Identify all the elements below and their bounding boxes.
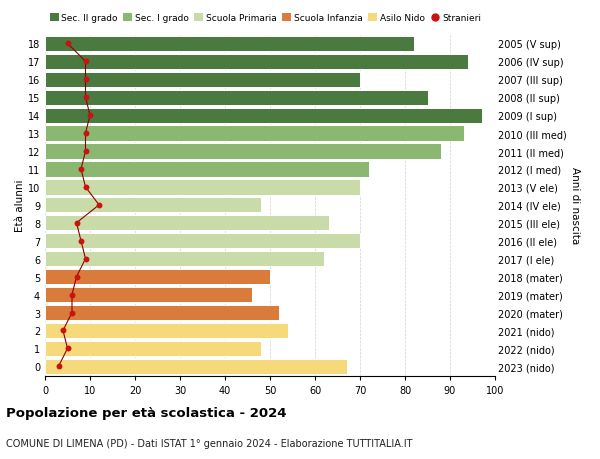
Point [80, 130, 91, 137]
Point [85, 112, 95, 119]
Text: COMUNE DI LIMENA (PD) - Dati ISTAT 1° gennaio 2024 - Elaborazione TUTTITALIA.IT: COMUNE DI LIMENA (PD) - Dati ISTAT 1° ge… [6, 438, 413, 448]
Bar [45, 323, 288, 338]
Bar [45, 269, 270, 285]
Text: Popolazione per età scolastica - 2024: Popolazione per età scolastica - 2024 [6, 406, 287, 419]
Y-axis label: Età alunni: Età alunni [15, 179, 25, 232]
Bar [45, 126, 464, 141]
Bar [45, 198, 261, 213]
Bar [45, 305, 279, 320]
Y-axis label: Anni di nascita: Anni di nascita [571, 167, 580, 244]
Point [63, 345, 72, 353]
Point [80, 94, 91, 101]
Bar [45, 287, 252, 302]
Point [67, 309, 77, 317]
Point [54, 363, 64, 370]
Bar [45, 73, 360, 88]
Point [94, 202, 104, 209]
Bar [45, 162, 369, 177]
Bar [45, 37, 414, 52]
Bar [45, 341, 261, 356]
Point [63, 40, 72, 48]
Point [76, 238, 86, 245]
Bar [45, 359, 347, 374]
Point [80, 184, 91, 191]
Bar [45, 90, 427, 106]
Bar [45, 234, 360, 249]
Point [80, 58, 91, 66]
Bar [45, 252, 324, 267]
Bar [45, 216, 329, 231]
Point [76, 166, 86, 173]
Bar [45, 55, 468, 70]
Point [80, 76, 91, 84]
Legend: Sec. II grado, Sec. I grado, Scuola Primaria, Scuola Infanzia, Asilo Nido, Stran: Sec. II grado, Sec. I grado, Scuola Prim… [50, 14, 481, 23]
Bar [45, 144, 441, 159]
Point [58, 327, 68, 335]
Point [80, 256, 91, 263]
Point [80, 148, 91, 155]
Bar [45, 180, 360, 195]
Point [67, 291, 77, 299]
Point [72, 220, 82, 227]
Point [72, 274, 82, 281]
Bar [45, 108, 482, 123]
